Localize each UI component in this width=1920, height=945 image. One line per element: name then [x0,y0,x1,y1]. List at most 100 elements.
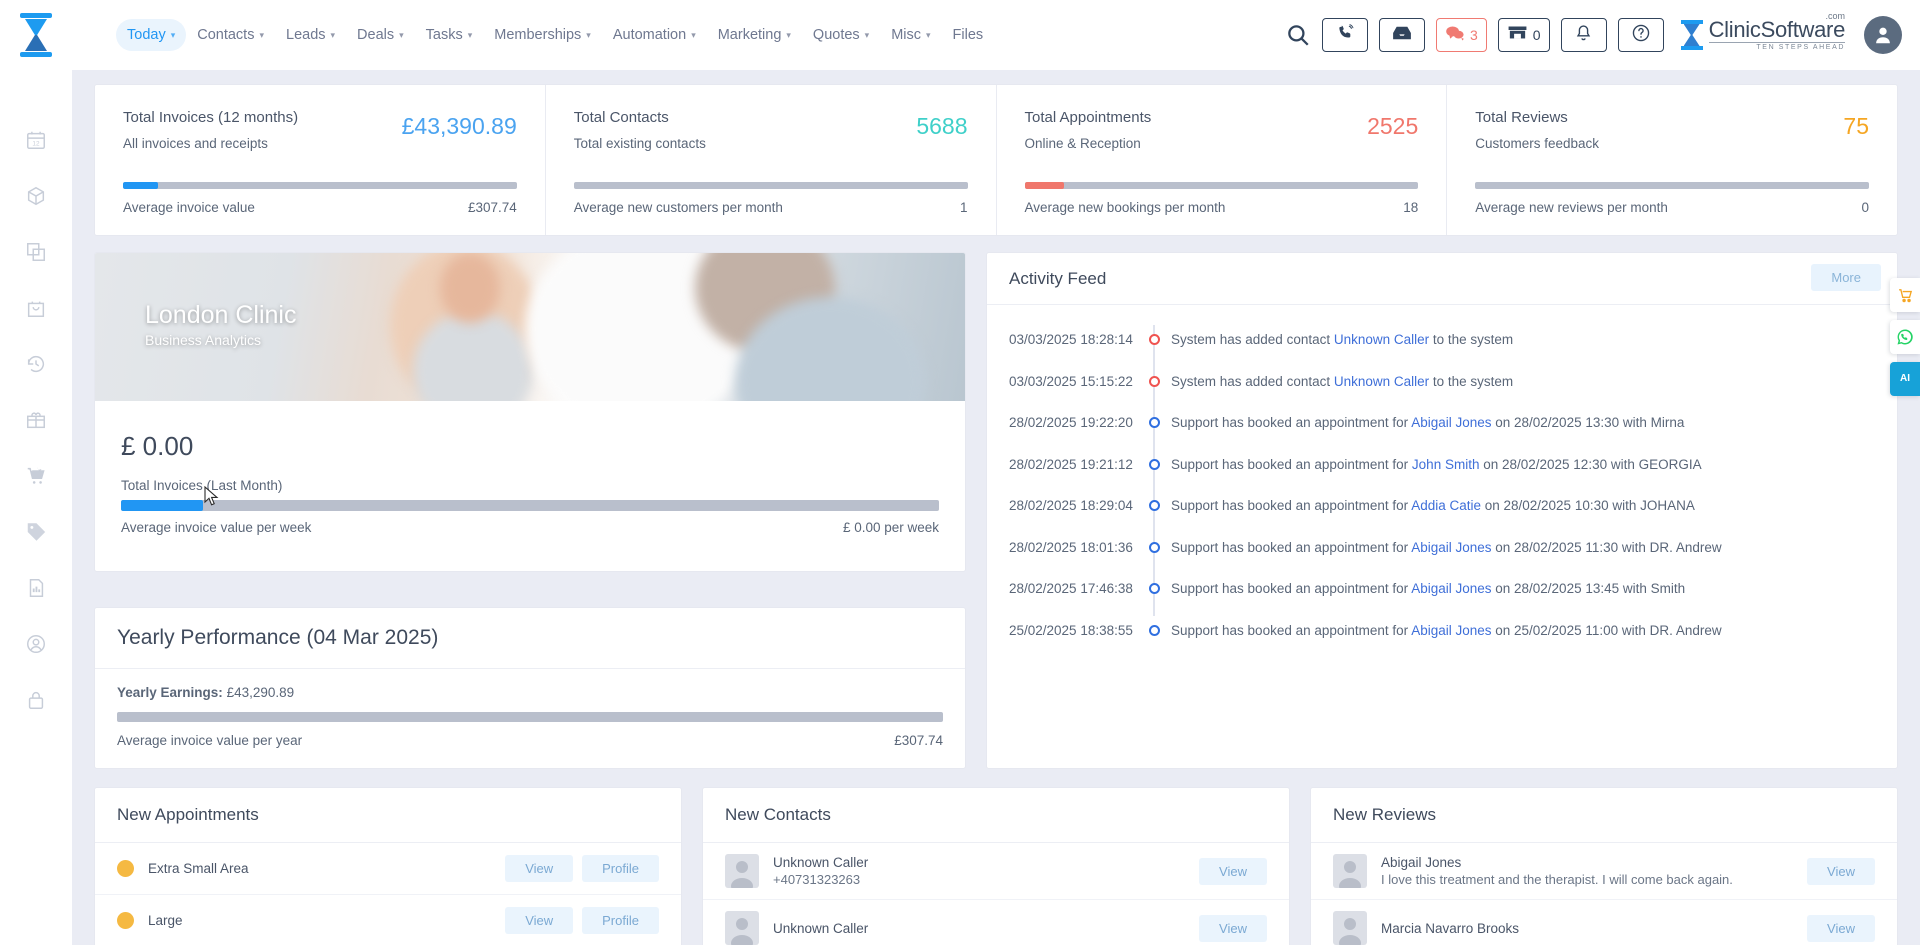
activity-feed-title: Activity Feed [1009,268,1107,288]
sidebar-item-cart[interactable] [0,448,72,504]
inbox-button[interactable] [1379,18,1425,52]
activity-time: 28/02/2025 18:01:36 [1009,539,1133,555]
help-circle-icon [1631,23,1651,48]
banner-subtitle: Business Analytics [145,332,261,348]
list-item: Unknown Caller +40731323263 View [703,843,1289,900]
sidebar-item-products[interactable] [0,168,72,224]
activity-entity-link[interactable]: Abigail Jones [1411,581,1492,597]
profile-button[interactable]: Profile [582,907,659,934]
dock-ai-button[interactable]: AI [1890,362,1920,396]
nav-item-contacts[interactable]: Contacts ▾ [186,19,275,51]
sidebar-item-shop[interactable] [0,280,72,336]
nav-item-leads[interactable]: Leads ▾ [275,19,346,51]
nav-item-files[interactable]: Files [942,19,995,51]
messages-button[interactable]: 3 [1436,18,1487,52]
kpi-title: Total Invoices (12 months) [123,109,299,126]
user-avatar[interactable] [1864,16,1902,54]
chevron-down-icon: ▾ [467,29,473,40]
activity-feed-more-button[interactable]: More [1811,264,1881,291]
nav-item-quotes[interactable]: Quotes ▾ [802,19,880,51]
activity-status-dot [1148,334,1160,346]
activity-entity-link[interactable]: Abigail Jones [1411,415,1492,431]
help-button[interactable] [1617,18,1664,52]
view-button[interactable]: View [1807,914,1875,942]
view-button[interactable]: View [505,907,574,934]
activity-time: 28/02/2025 18:29:04 [1009,498,1133,514]
clinicsoftware-brand-logo[interactable]: ClinicSoftware .com TEN STEPS AHEAD [1680,12,1845,51]
activity-feed-row: 28/02/2025 19:21:12 Support has booked an… [1009,444,1875,486]
view-button[interactable]: View [505,855,574,882]
sidebar-item-history[interactable] [0,336,72,392]
activity-feed-row: 28/02/2025 18:01:36 Support has booked an… [1009,527,1875,569]
activity-text-pre: Support has booked an appointment for [1171,415,1412,431]
activity-feed-list: 03/03/2025 18:28:14 System has added cont… [987,305,1897,651]
activity-entity-link[interactable]: Addia Catie [1411,498,1481,514]
view-button[interactable]: View [1199,857,1267,885]
activity-text-post: on 28/02/2025 13:30 with Mirna [1491,415,1685,431]
kpi-card-4: Total Reviews Customers feedback 75 Average… [1446,85,1897,235]
chevron-down-icon: ▾ [586,29,591,40]
item-name: Large [148,913,183,928]
list-item: Unknown Caller View [703,900,1289,945]
activity-text-pre: Support has booked an appointment for [1171,539,1412,555]
activity-entity-link[interactable]: John Smith [1411,456,1480,472]
nav-item-deals[interactable]: Deals ▾ [346,19,415,51]
list-item: Marcia Navarro Brooks View [1311,900,1897,945]
list-item: Large View Profile [95,895,681,945]
app-logo[interactable] [0,0,72,70]
sidebar-item-account[interactable] [0,616,72,672]
kpi-footer-value: £307.74 [467,200,517,215]
nav-item-label: Files [952,27,984,43]
notifications-button[interactable] [1560,18,1607,52]
search-icon[interactable] [1285,22,1311,48]
activity-entity-link[interactable]: Abigail Jones [1411,622,1492,638]
dock-whatsapp-button[interactable] [1890,320,1920,354]
kpi-card-1: Total Invoices (12 months) All invoices a… [95,85,545,235]
activity-time: 28/02/2025 19:21:12 [1009,456,1133,472]
sidebar-item-security[interactable] [0,672,72,728]
nav-item-tasks[interactable]: Tasks ▾ [415,19,484,51]
activity-description: Support has booked an appointment for Ab… [1171,581,1875,596]
kpi-progress-track [1024,182,1419,189]
nav-item-label: Marketing [717,27,782,43]
activity-time: 28/02/2025 17:46:38 [1009,581,1133,597]
sidebar-item-calendar[interactable]: 12 [0,112,72,168]
kpi-subtitle: Total existing contacts [573,136,706,151]
view-button[interactable]: View [1807,857,1875,885]
nav-item-marketing[interactable]: Marketing ▾ [707,19,802,51]
sidebar-item-gifts[interactable] [0,392,72,448]
nav-item-memberships[interactable]: Memberships ▾ [483,19,602,51]
kpi-footer-value: 1 [959,200,968,215]
activity-entity-link[interactable]: Unknown Caller [1333,332,1430,348]
avatar [1333,854,1367,888]
nav-item-today[interactable]: Today ▾ [116,19,187,51]
kpi-footer-label: Average new customers per month [573,200,783,215]
dock-cart-button[interactable] [1890,278,1920,312]
nav-item-misc[interactable]: Misc ▾ [880,19,941,51]
chat-bubbles-icon [1445,25,1465,46]
item-subtext: +40731323263 [773,872,861,887]
store-button[interactable]: 0 [1497,18,1550,52]
activity-description: System has added contact Unknown Caller … [1171,332,1875,347]
activity-status-dot [1148,458,1160,470]
activity-entity-link[interactable]: Abigail Jones [1411,539,1492,555]
activity-entity-link[interactable]: Unknown Caller [1333,373,1430,389]
avatar [1333,911,1367,945]
sidebar-item-duplicate[interactable] [0,224,72,280]
invoice-label: Total Invoices (Last Month) [121,478,283,493]
kpi-title: Total Contacts [573,109,669,126]
sidebar-item-reports[interactable] [0,560,72,616]
sidebar-item-offers[interactable] [0,504,72,560]
profile-button[interactable]: Profile [582,855,659,882]
activity-feed-row: 03/03/2025 15:15:22 System has added cont… [1009,361,1875,403]
top-header-bar: Today ▾ Contacts ▾ Leads ▾ Deals ▾ Tasks ▾ Members… [0,0,1920,70]
kpi-footer-value: 0 [1861,200,1869,215]
phone-call-button[interactable] [1322,18,1368,52]
header-actions: 3 0 ClinicSoftware .com TEN STEPS AHEAD [1285,0,1902,70]
new-reviews-card: New Reviews Abigail Jones I love this tre… [1310,787,1898,945]
brand-tld: .com [1825,11,1845,21]
view-button[interactable]: View [1199,914,1267,942]
nav-item-automation[interactable]: Automation ▾ [602,19,707,51]
chevron-down-icon: ▾ [926,29,931,40]
new-contacts-card: New Contacts Unknown Caller +40731323263 V… [702,787,1290,945]
